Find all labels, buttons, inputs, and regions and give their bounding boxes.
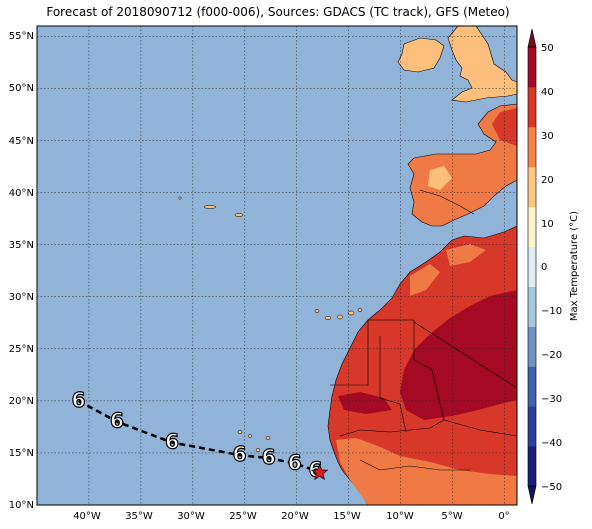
ireland-land: [397, 37, 445, 73]
lon-label-30w: 30°W: [177, 511, 205, 522]
morocco-warm-zone: [410, 264, 440, 296]
colorbar-segment: [528, 326, 536, 367]
lon-label-5w: 5°W: [441, 511, 462, 522]
colorbar-tick-labels: 50 40 30 20 10 0 −10 −20 −30 −40 −50: [541, 43, 562, 493]
map-frame: [36, 25, 518, 506]
colorbar-bottom-arrow: [527, 485, 537, 505]
lat-label-10: 10°N: [9, 500, 34, 511]
cb-tick-20: 20: [541, 175, 554, 186]
cb-tick-40: 40: [541, 87, 554, 98]
land-layer: [178, 26, 517, 505]
europe-land: [407, 103, 517, 227]
tc-track-point: 6: [165, 430, 179, 454]
tc-track-point: 6: [110, 409, 124, 433]
map-title: Forecast of 2018090712 (f000-006), Sourc…: [46, 5, 510, 19]
coast-hot-patch: [338, 392, 392, 414]
lat-label-20: 20°N: [9, 396, 34, 407]
tc-track-point: 6: [262, 445, 276, 469]
longitude-labels: 40°W 35°W 30°W 25°W 20°W 15°W 10°W 5°W 0…: [73, 511, 510, 522]
lon-label-10w: 10°W: [386, 511, 414, 522]
sahel-warm-zone: [336, 438, 517, 505]
colorbar-segment: [528, 446, 536, 487]
colorbar-segment: [528, 206, 536, 248]
cb-tick-minus20: −20: [541, 350, 562, 361]
lat-label-50: 50°N: [9, 83, 34, 94]
tc-track: 6666666: [71, 387, 329, 482]
cb-tick-0: 0: [541, 262, 547, 273]
latitude-labels: 55°N 50°N 45°N 40°N 35°N 30°N 25°N 20°N …: [9, 31, 34, 511]
lon-label-0: 0°: [498, 511, 509, 522]
lat-label-25: 25°N: [9, 344, 34, 355]
colorbar-segment: [528, 47, 536, 88]
tc-track-point: 6: [233, 442, 247, 466]
colorbar-segment: [528, 166, 536, 208]
sahara-very-hot-zone: [400, 290, 517, 420]
coast-warm-zone: [446, 244, 486, 266]
colorbar-segment: [528, 126, 536, 168]
colorbar-top-arrow: [527, 28, 537, 48]
lon-label-35w: 35°W: [125, 511, 153, 522]
great-britain-land: [447, 26, 517, 103]
lon-label-25w: 25°W: [229, 511, 257, 522]
cb-tick-minus10: −10: [541, 306, 562, 317]
iberia-cool-zone: [428, 166, 452, 190]
colorbar-title: Max Temperature (°C): [569, 211, 580, 321]
current-position-star: [310, 463, 329, 481]
cb-tick-minus40: −40: [541, 438, 562, 449]
lat-label-30: 30°N: [9, 292, 34, 303]
lon-label-15w: 15°W: [333, 511, 361, 522]
europe-hot-zone: [492, 108, 517, 146]
colorbar: 50 40 30 20 10 0 −10 −20 −30 −40 −50 Max…: [527, 28, 580, 505]
country-borders: [330, 189, 517, 471]
cb-tick-minus50: −50: [541, 482, 562, 493]
lat-label-35: 35°N: [9, 240, 34, 251]
cb-tick-minus30: −30: [541, 394, 562, 405]
atlantic-islands: [178, 196, 363, 457]
lon-label-40w: 40°W: [73, 511, 101, 522]
lat-label-55: 55°N: [9, 31, 34, 42]
lon-label-20w: 20°W: [281, 511, 309, 522]
colorbar-segments: [528, 47, 536, 487]
colorbar-segment: [528, 246, 536, 287]
tc-track-point: 6: [72, 388, 86, 412]
colorbar-segment: [528, 406, 536, 447]
lat-label-45: 45°N: [9, 136, 34, 147]
cb-tick-50: 50: [541, 43, 554, 54]
lat-label-40: 40°N: [9, 188, 34, 199]
lat-lon-grid: [37, 26, 517, 505]
colorbar-segment: [528, 366, 536, 407]
cb-tick-30: 30: [541, 131, 554, 142]
lat-label-15: 15°N: [9, 448, 34, 459]
colorbar-segment: [528, 286, 536, 327]
colorbar-frame: [527, 46, 537, 487]
colorbar-segment: [528, 86, 536, 128]
tc-track-line: [77, 399, 316, 472]
cb-tick-10: 10: [541, 219, 554, 230]
tc-track-point: 6: [288, 450, 302, 474]
